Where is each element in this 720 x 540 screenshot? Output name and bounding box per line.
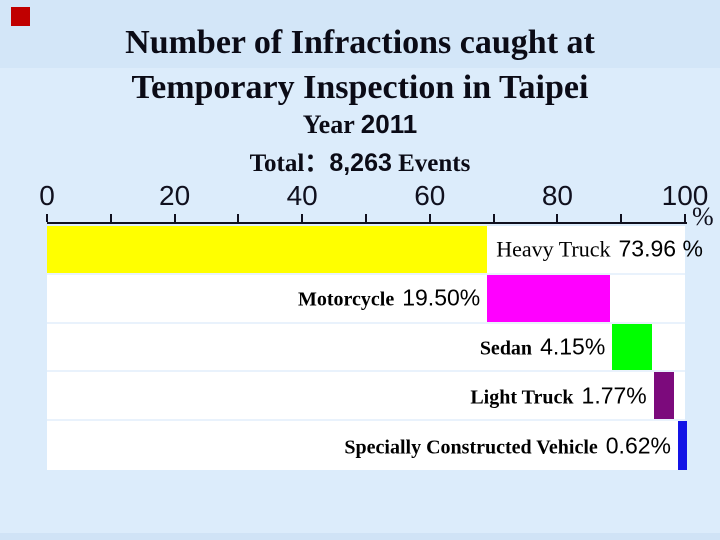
bar-light-truck (653, 372, 674, 420)
x-tick-label: 100 (661, 180, 709, 211)
total-label: Total (249, 150, 305, 177)
bar-label-name: Specially Constructed Vehicle (344, 436, 598, 459)
x-tick-mark (173, 214, 176, 222)
background-bottom-band (0, 533, 720, 540)
bar-label: Motorcycle 19.50% (298, 285, 480, 312)
x-tick-label: 60 (414, 180, 446, 211)
x-tick-mark (492, 214, 495, 222)
bar-label-value: 1.77% (581, 382, 647, 409)
year-label: Year (302, 110, 355, 139)
bar-specially-constructed-vehicle (677, 421, 687, 470)
x-tick-mark (46, 214, 48, 222)
x-axis-unit: % (692, 202, 714, 231)
decor-red-square (11, 7, 30, 26)
x-tick-mark (428, 214, 431, 222)
x-tick-label: 40 (286, 180, 318, 211)
x-tick-mark (237, 214, 240, 222)
x-tick-label: 20 (159, 180, 191, 211)
bar-label: Specially Constructed Vehicle 0.62% (344, 432, 671, 459)
bar-label-value: 0.62% (605, 432, 671, 459)
bar-label-name: Light Truck (470, 386, 574, 409)
year-value: 2011 (360, 109, 418, 139)
bar-label-name: Sedan (479, 337, 533, 360)
bar-label: Heavy Truck 73.96 % (496, 236, 703, 263)
bar-label-value: 4.15% (540, 333, 606, 360)
bar-label-name: Motorcycle (297, 288, 395, 311)
chart-row: Motorcycle 19.50% (47, 274, 685, 324)
x-tick-mark (365, 214, 367, 222)
slide-title-line2: Temporary Inspection in Taipei (131, 69, 589, 106)
bar-label-name: Heavy Truck (496, 236, 611, 262)
subtitle-total: Total：8,263 Events (0, 143, 720, 179)
bar-sedan (612, 323, 653, 371)
total-unit: Events (398, 150, 471, 177)
background-top-band (0, 0, 720, 68)
bar-label-value: 19.50% (402, 284, 481, 311)
slide-title: Number of Infractions caught at Temporar… (0, 20, 720, 110)
x-tick-mark (301, 214, 304, 222)
x-tick-mark (620, 214, 623, 222)
plot-area: Heavy Truck 73.96 % Motorcycle 19.50% Sedan 4… (47, 226, 703, 470)
total-value: 8,263 (329, 149, 392, 177)
x-tick-label: 80 (541, 180, 573, 211)
chart-row: Specially Constructed Vehicle 0.62% (47, 421, 687, 470)
slide-title-line1: Number of Infractions caught at (125, 24, 595, 61)
subtitle-year: Year 2011 (0, 109, 720, 140)
bar-label-value: 73.96 % (618, 235, 703, 262)
bar-label: Sedan 4.15% (480, 333, 605, 360)
x-tick-mark (684, 214, 686, 222)
bar-heavy-truck (47, 226, 488, 273)
x-tick-mark (556, 214, 559, 222)
x-tick-label: 0 (39, 180, 55, 211)
x-tick-mark (109, 214, 112, 222)
bar-label: Light Truck 1.77% (470, 382, 646, 409)
chart-row: Light Truck 1.77% (47, 372, 685, 422)
bar-motorcycle (487, 274, 611, 322)
total-colon: ： (304, 150, 330, 177)
chart-row: Sedan 4.15% (47, 323, 685, 373)
cascade-chart: % Heavy Truck 73.96 % Motorcycle 19.50% Seda… (0, 180, 720, 480)
x-axis-line (47, 222, 687, 224)
chart-row: Heavy Truck 73.96 % (47, 226, 703, 275)
